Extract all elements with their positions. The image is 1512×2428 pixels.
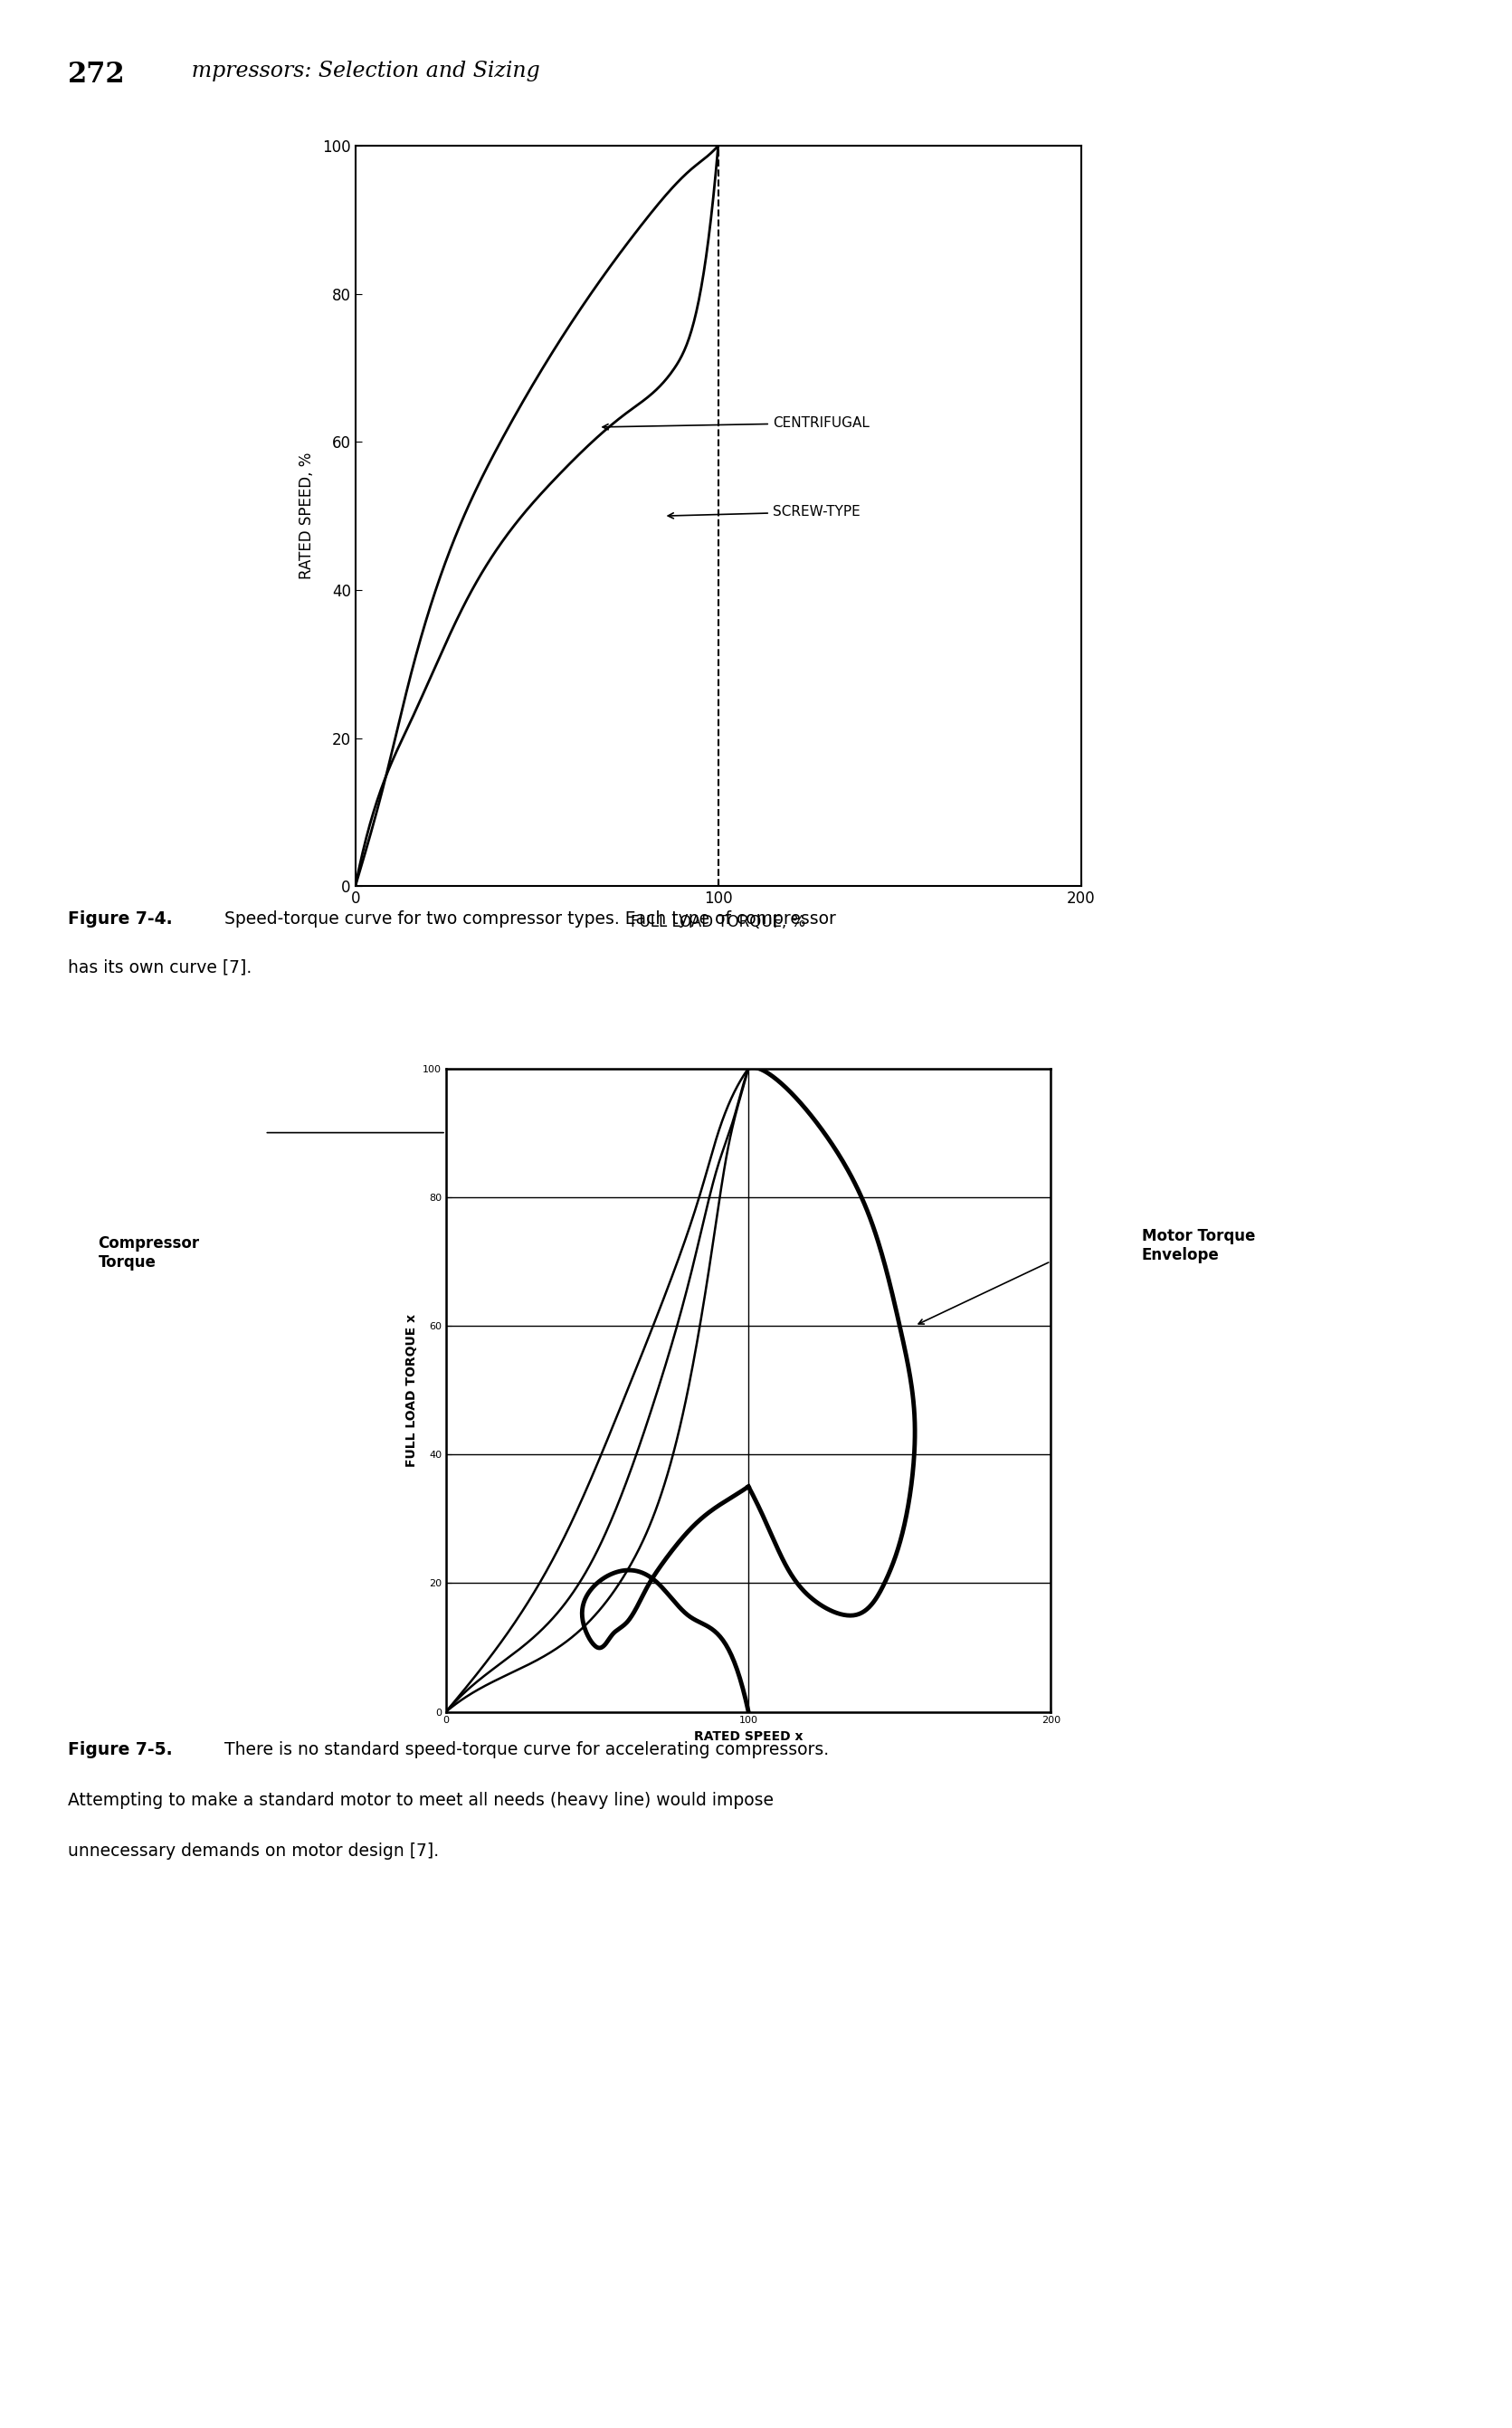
Text: Motor Torque
Envelope: Motor Torque Envelope (1142, 1229, 1255, 1263)
Text: Attempting to make a standard motor to meet all needs (heavy line) would impose: Attempting to make a standard motor to m… (68, 1792, 774, 1809)
Text: Figure 7-5.: Figure 7-5. (68, 1741, 172, 1758)
Text: 272: 272 (68, 61, 125, 90)
Text: Compressor
Torque: Compressor Torque (98, 1236, 200, 1270)
X-axis label: RATED SPEED x: RATED SPEED x (694, 1731, 803, 1743)
Text: SCREW-TYPE: SCREW-TYPE (668, 505, 860, 520)
Text: Figure 7-4.: Figure 7-4. (68, 910, 172, 927)
Text: mpressors: Selection and Sizing: mpressors: Selection and Sizing (174, 61, 540, 83)
Text: has its own curve [7].: has its own curve [7]. (68, 959, 253, 976)
Y-axis label: FULL LOAD TORQUE x: FULL LOAD TORQUE x (405, 1314, 417, 1467)
Text: CENTRIFUGAL: CENTRIFUGAL (603, 415, 869, 430)
Text: Speed-torque curve for two compressor types. Each type of compressor: Speed-torque curve for two compressor ty… (219, 910, 836, 927)
Text: There is no standard speed-torque curve for accelerating compressors.: There is no standard speed-torque curve … (219, 1741, 829, 1758)
Y-axis label: RATED SPEED, %: RATED SPEED, % (298, 452, 314, 580)
X-axis label: FULL LOAD TORQUE, %: FULL LOAD TORQUE, % (631, 915, 806, 930)
Text: unnecessary demands on motor design [7].: unnecessary demands on motor design [7]. (68, 1843, 438, 1860)
